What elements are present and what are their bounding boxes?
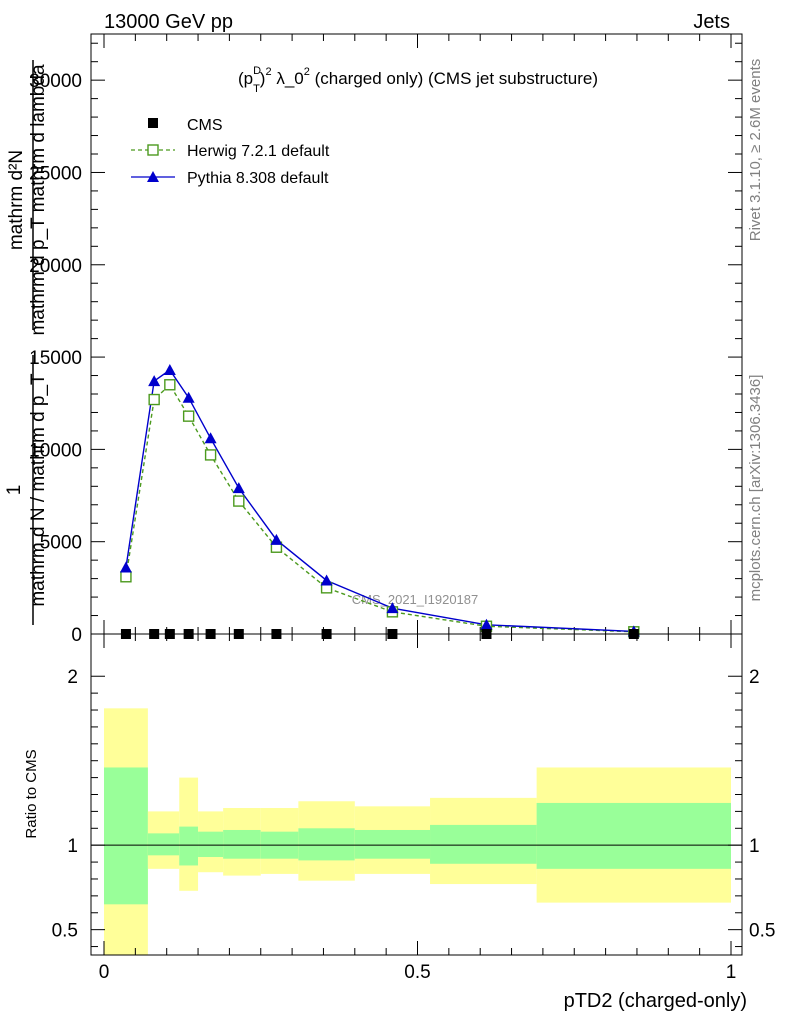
ylabel-one: 1 — [4, 485, 25, 496]
main-ytick-label: 20000 — [29, 256, 82, 277]
herwig-point — [182, 410, 195, 422]
rivet-version-label: Rivet 3.1.10, ≥ 2.6M events — [747, 59, 764, 242]
main-ytick-label: 25000 — [29, 163, 82, 184]
ratio-stat-band — [198, 831, 224, 858]
ratio-panel: 0.5 0.5 1 1 2 2 0 0.5 1 Ratio to CMS pTD2 (charg… — [23, 633, 776, 1012]
ratio-ytick-label: 1 — [67, 836, 78, 857]
herwig-point — [120, 571, 132, 583]
legend-cms-label: CMS — [187, 117, 223, 134]
pythia-point — [320, 574, 333, 586]
legend-herwig-label: Herwig 7.2.1 default — [187, 143, 330, 160]
ratio-y-axis-label: Ratio to CMS — [23, 749, 40, 838]
main-ytick-label: 30000 — [29, 71, 82, 92]
herwig-point — [204, 449, 217, 461]
ratio-ytick-label-right: 2 — [749, 667, 760, 688]
beam-energy-label: 13000 GeV pp — [104, 11, 233, 33]
legend: CMS Herwig 7.2.1 default Pythia 8.308 de… — [131, 117, 330, 187]
ratio-ytick-label-right: 1 — [749, 836, 760, 857]
main-ytick-label: 15000 — [29, 348, 82, 369]
ratio-ytick-label: 2 — [67, 667, 78, 688]
ratio-ytick-label-right: 0.5 — [749, 921, 775, 942]
pythia-point — [270, 533, 283, 545]
pythia-point — [204, 432, 217, 444]
ratio-stat-band — [298, 828, 355, 861]
analysis-watermark: CMS_2021_I1920187 — [352, 592, 479, 607]
x-axis-label: pTD2 (charged-only) — [564, 990, 747, 1012]
ratio-axis-ticks — [91, 634, 742, 955]
ratio-xtick-label: 0 — [99, 962, 110, 983]
analysis-category-label: Jets — [693, 11, 730, 33]
main-ytick-label: 5000 — [40, 533, 82, 554]
ylabel-denominator: mathrm d p_T mathrm d lambda — [28, 64, 49, 335]
herwig-point — [233, 495, 245, 507]
legend-cms-marker — [148, 118, 158, 128]
ratio-xtick-label: 0.5 — [404, 962, 430, 983]
herwig-point — [148, 393, 160, 406]
ylabel-numerator: mathrm d²N — [6, 150, 27, 250]
pythia-point — [182, 391, 195, 403]
ratio-stat-band — [536, 802, 731, 869]
main-y-tick-labels: 0 5000 10000 15000 20000 25000 30000 — [29, 71, 82, 646]
pythia-point — [386, 602, 399, 614]
ratio-stat-band — [354, 829, 431, 859]
ratio-ytick-label: 0.5 — [52, 921, 78, 942]
ylabel-normalisation: mathrm d N / mathrm d p_T — [28, 373, 49, 607]
pythia-point — [148, 375, 161, 387]
legend-pythia-marker — [147, 171, 159, 182]
legend-herwig-marker — [147, 144, 159, 156]
mcplots-reference-label: mcplots.cern.ch [arXiv:1306.3436] — [747, 375, 764, 602]
main-ytick-label: 10000 — [29, 440, 82, 461]
pythia-point — [232, 482, 245, 494]
ratio-stat-band — [430, 824, 537, 864]
ratio-stat-band — [147, 833, 180, 856]
pythia-point — [163, 364, 176, 375]
herwig-point — [164, 379, 176, 391]
ratio-xtick-label: 1 — [726, 962, 737, 983]
pythia-point — [480, 618, 493, 630]
legend-pythia-label: Pythia 8.308 default — [187, 170, 329, 187]
main-axis-ticks — [91, 34, 742, 635]
ratio-uncertainty-bands — [104, 708, 731, 955]
ratio-stat-band — [104, 767, 148, 905]
pythia-point — [119, 561, 132, 573]
ratio-stat-band — [179, 826, 199, 866]
main-y-axis-label: mathrm d²N mathrm d p_T mathrm d lambda … — [4, 60, 49, 625]
ratio-stat-band — [223, 829, 261, 859]
main-panel: 0 5000 10000 15000 20000 25000 30000 (pD T)2 λ_… — [4, 33, 743, 646]
chart-title: (pD T)2 λ_02 (charged only) (CMS jet subs… — [238, 65, 598, 95]
ratio-tick-labels: 0.5 0.5 1 1 2 2 0 0.5 1 — [52, 667, 776, 983]
main-ytick-label: 0 — [71, 625, 82, 646]
